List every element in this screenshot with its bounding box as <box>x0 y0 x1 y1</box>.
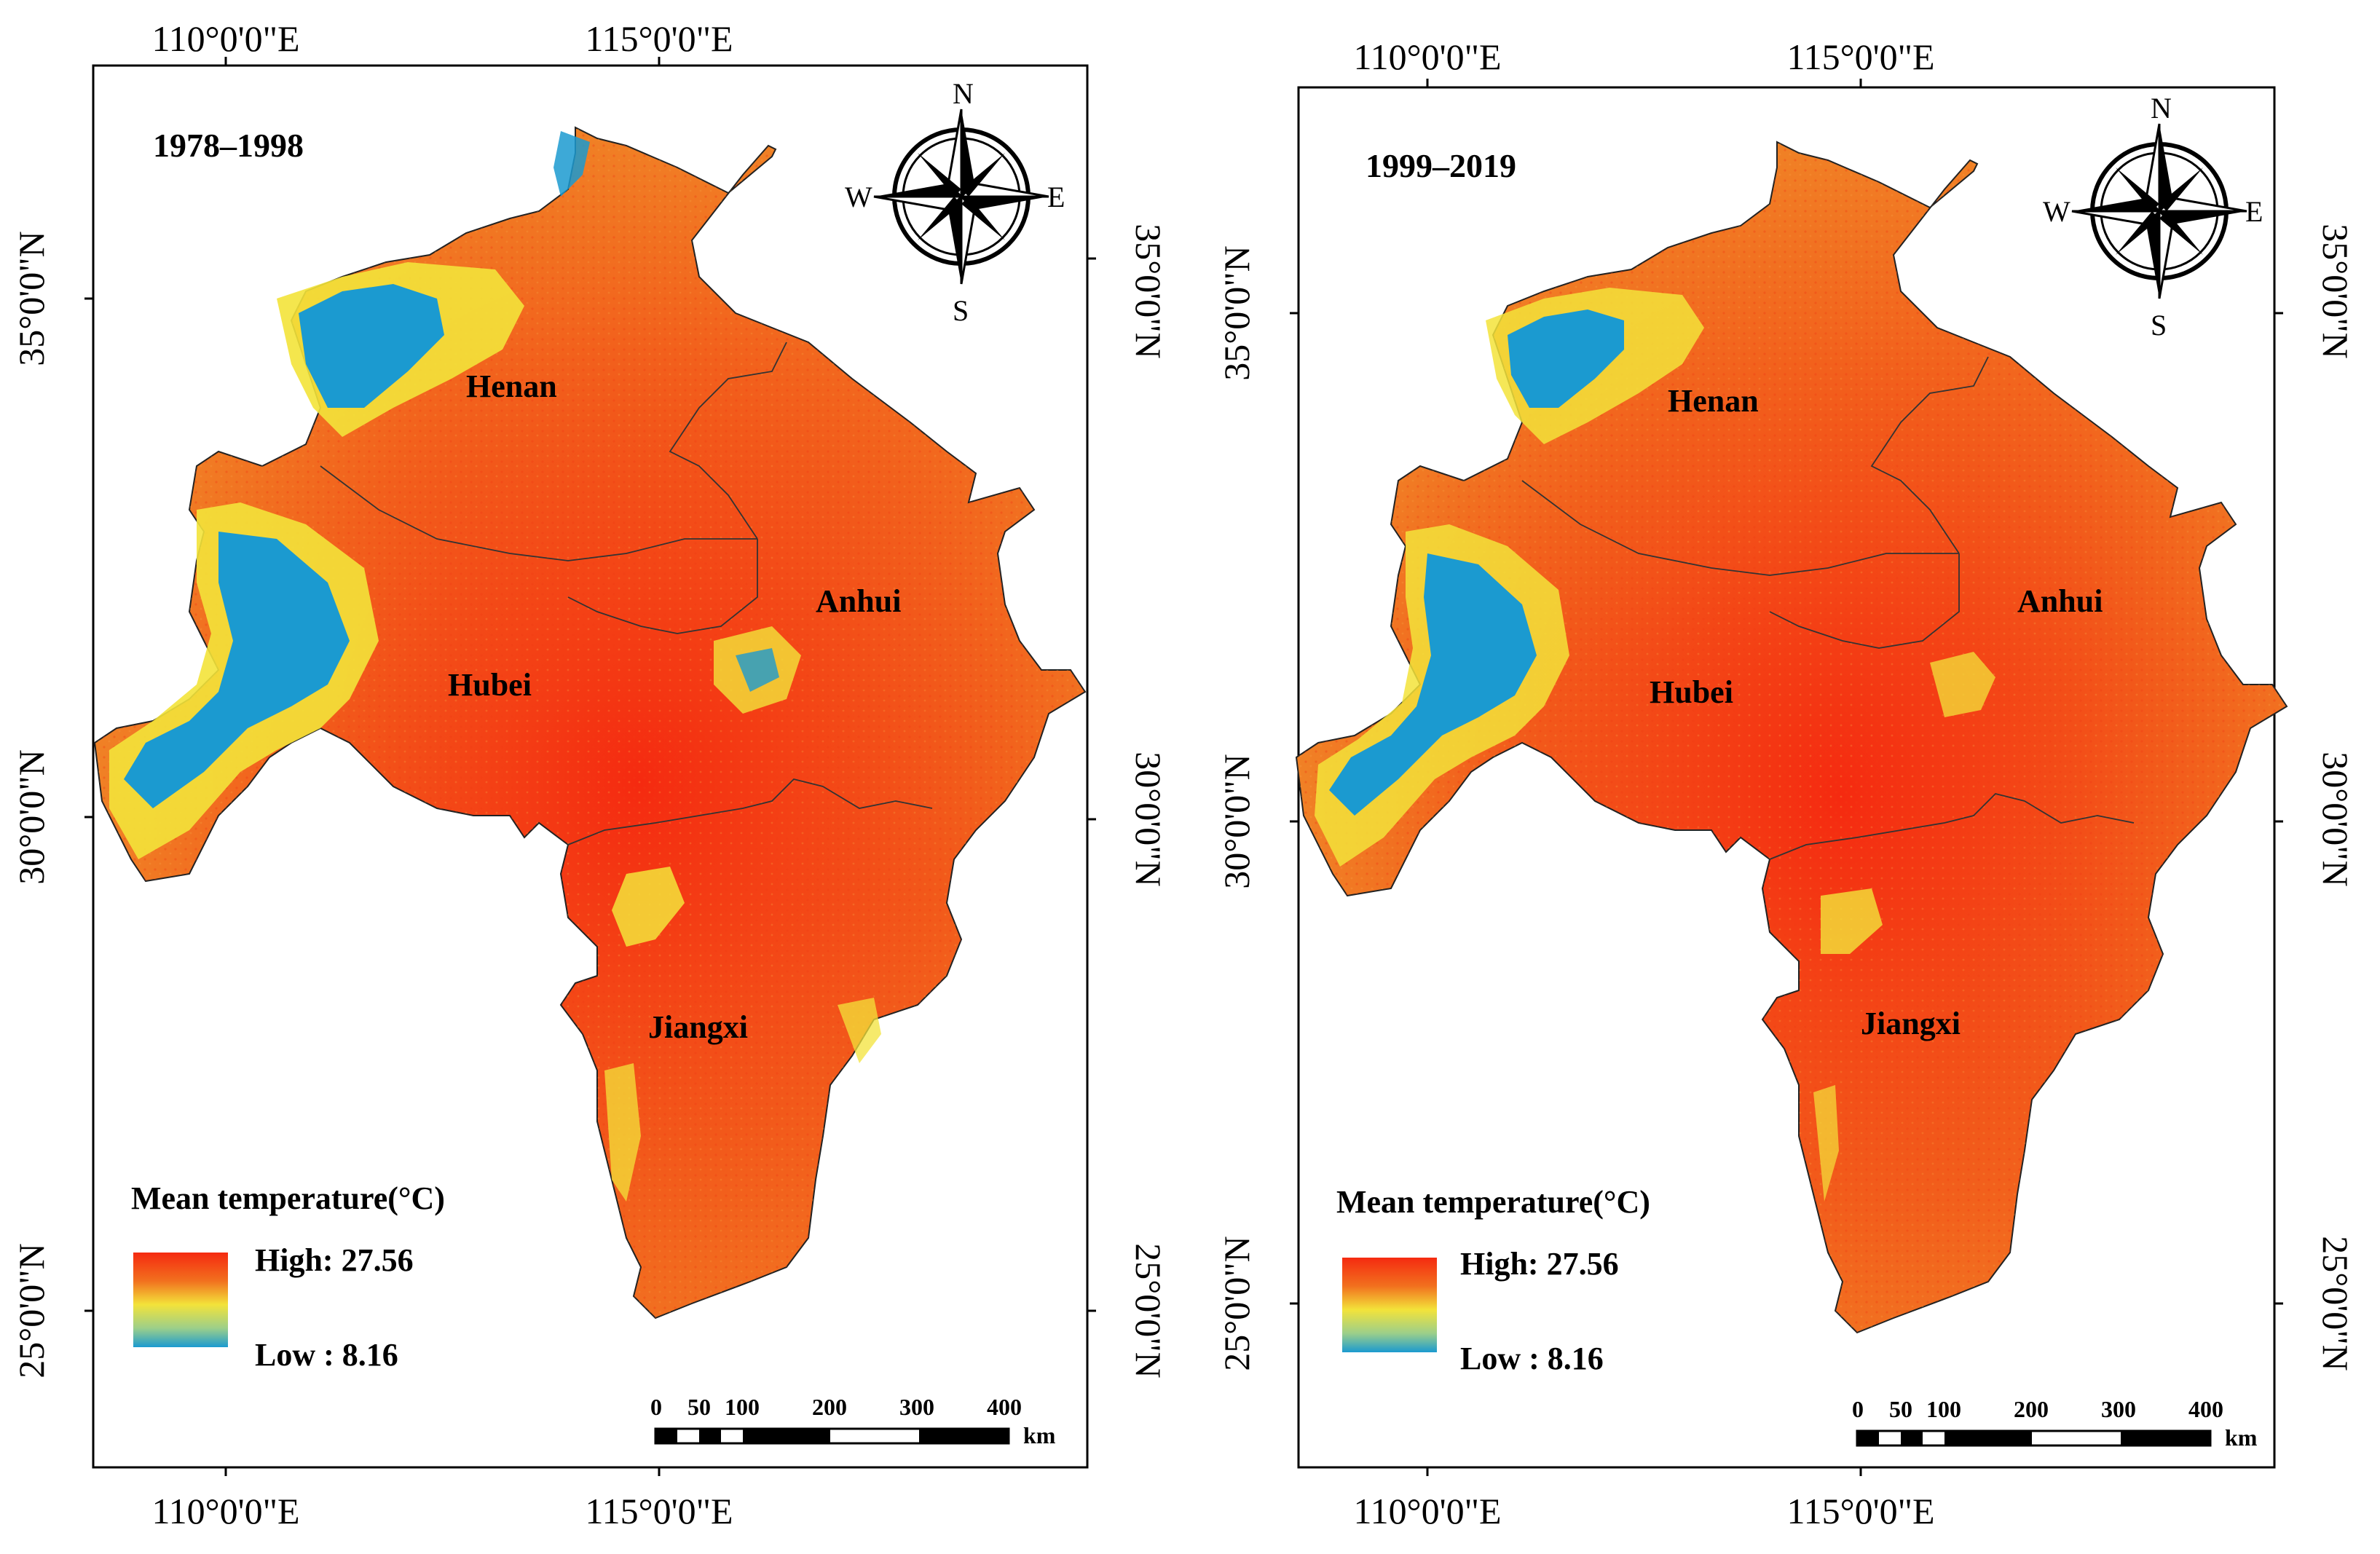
scale-tick: 400 <box>987 1394 1022 1420</box>
scale-tick: 0 <box>1852 1396 1864 1422</box>
map-panel-1978-1998: Henan Anhui Hubei Jiangxi 1978–1998 N S … <box>11 18 1169 1531</box>
compass-w: W <box>2043 195 2070 228</box>
map-panel-1999-2019: Henan Anhui Hubei Jiangxi 1999–2019 N S … <box>1216 36 2356 1531</box>
legend-title: Mean temperature(°C) <box>1336 1184 1650 1220</box>
lon-label-top: 110°0'0"E <box>1353 36 1501 77</box>
scale-bar: 0 50 100 200 300 400 km <box>1852 1396 2258 1451</box>
lat-label-right: 30°0'0"N <box>1128 752 1169 887</box>
province-borders <box>1521 356 2135 860</box>
scale-tick: 100 <box>725 1394 760 1420</box>
lon-label-bottom: 110°0'0"E <box>151 1491 299 1531</box>
province-borders <box>320 342 933 845</box>
lat-label-left: 35°0'0"N <box>1216 245 1257 381</box>
legend-title: Mean temperature(°C) <box>131 1180 445 1216</box>
compass-rose: N S E W <box>845 77 1065 327</box>
legend-low: Low : 8.16 <box>1460 1341 1604 1376</box>
lat-label-left: 30°0'0"N <box>1216 754 1257 889</box>
lon-label-top: 110°0'0"E <box>151 18 299 59</box>
lon-label-top: 115°0'0"E <box>585 18 733 59</box>
lon-label-bottom: 115°0'0"E <box>1786 1491 1934 1531</box>
graticule-ticks <box>84 57 1096 1476</box>
compass-n: N <box>953 77 974 110</box>
scale-tick: 300 <box>2101 1396 2136 1422</box>
label-anhui: Anhui <box>816 583 901 619</box>
legend-colorbar <box>133 1253 228 1347</box>
legend: Mean temperature(°C) High: 27.56 Low : 8… <box>131 1180 445 1373</box>
period-label: 1999–2019 <box>1366 147 1516 184</box>
lon-label-bottom: 110°0'0"E <box>1353 1491 1501 1531</box>
lon-label-top: 115°0'0"E <box>1786 36 1934 77</box>
scale-tick: 200 <box>2014 1396 2049 1422</box>
label-jiangxi: Jiangxi <box>648 1009 748 1045</box>
label-henan: Henan <box>1668 383 1759 419</box>
lat-label-right: 25°0'0"N <box>2315 1236 2356 1371</box>
period-label: 1978–1998 <box>153 127 304 164</box>
lat-label-right: 35°0'0"N <box>2315 224 2356 359</box>
compass-s: S <box>2151 309 2167 342</box>
lat-label-left: 25°0'0"N <box>11 1243 52 1379</box>
compass-w: W <box>845 181 872 213</box>
scale-tick: 50 <box>1889 1396 1912 1422</box>
compass-s: S <box>953 294 969 327</box>
scale-tick: 200 <box>812 1394 847 1420</box>
compass-e: E <box>1047 181 1065 213</box>
compass-rose: N S E W <box>2043 92 2263 342</box>
scale-tick: 0 <box>650 1394 662 1420</box>
compass-e: E <box>2245 195 2263 228</box>
lat-label-left: 30°0'0"N <box>11 749 52 885</box>
cool-zones <box>1315 288 1995 1202</box>
label-jiangxi: Jiangxi <box>1861 1006 1961 1041</box>
lat-label-right: 30°0'0"N <box>2315 752 2356 887</box>
lat-label-left: 25°0'0"N <box>1216 1236 1257 1371</box>
lat-label-right: 25°0'0"N <box>1128 1243 1169 1379</box>
cool-zones <box>109 131 881 1202</box>
legend-high: High: 27.56 <box>255 1242 414 1278</box>
scale-tick: 300 <box>899 1394 934 1420</box>
scale-unit: km <box>1023 1422 1056 1448</box>
compass-n: N <box>2151 92 2172 125</box>
scale-unit: km <box>2225 1424 2258 1451</box>
label-hubei: Hubei <box>448 667 532 703</box>
legend-colorbar <box>1342 1258 1437 1352</box>
scale-tick: 400 <box>2188 1396 2223 1422</box>
scale-tick: 100 <box>1926 1396 1961 1422</box>
lon-label-bottom: 115°0'0"E <box>585 1491 733 1531</box>
lat-label-right: 35°0'0"N <box>1128 224 1169 359</box>
scale-bar: 0 50 100 200 300 400 km <box>650 1394 1056 1448</box>
legend-high: High: 27.56 <box>1460 1246 1619 1282</box>
legend-low: Low : 8.16 <box>255 1337 398 1373</box>
lat-label-left: 35°0'0"N <box>11 231 52 366</box>
label-henan: Henan <box>466 368 557 404</box>
legend: Mean temperature(°C) High: 27.56 Low : 8… <box>1336 1184 1650 1376</box>
label-hubei: Hubei <box>1650 674 1733 710</box>
scale-tick: 50 <box>687 1394 711 1420</box>
graticule-ticks <box>1290 79 2283 1476</box>
label-anhui: Anhui <box>2017 583 2103 619</box>
